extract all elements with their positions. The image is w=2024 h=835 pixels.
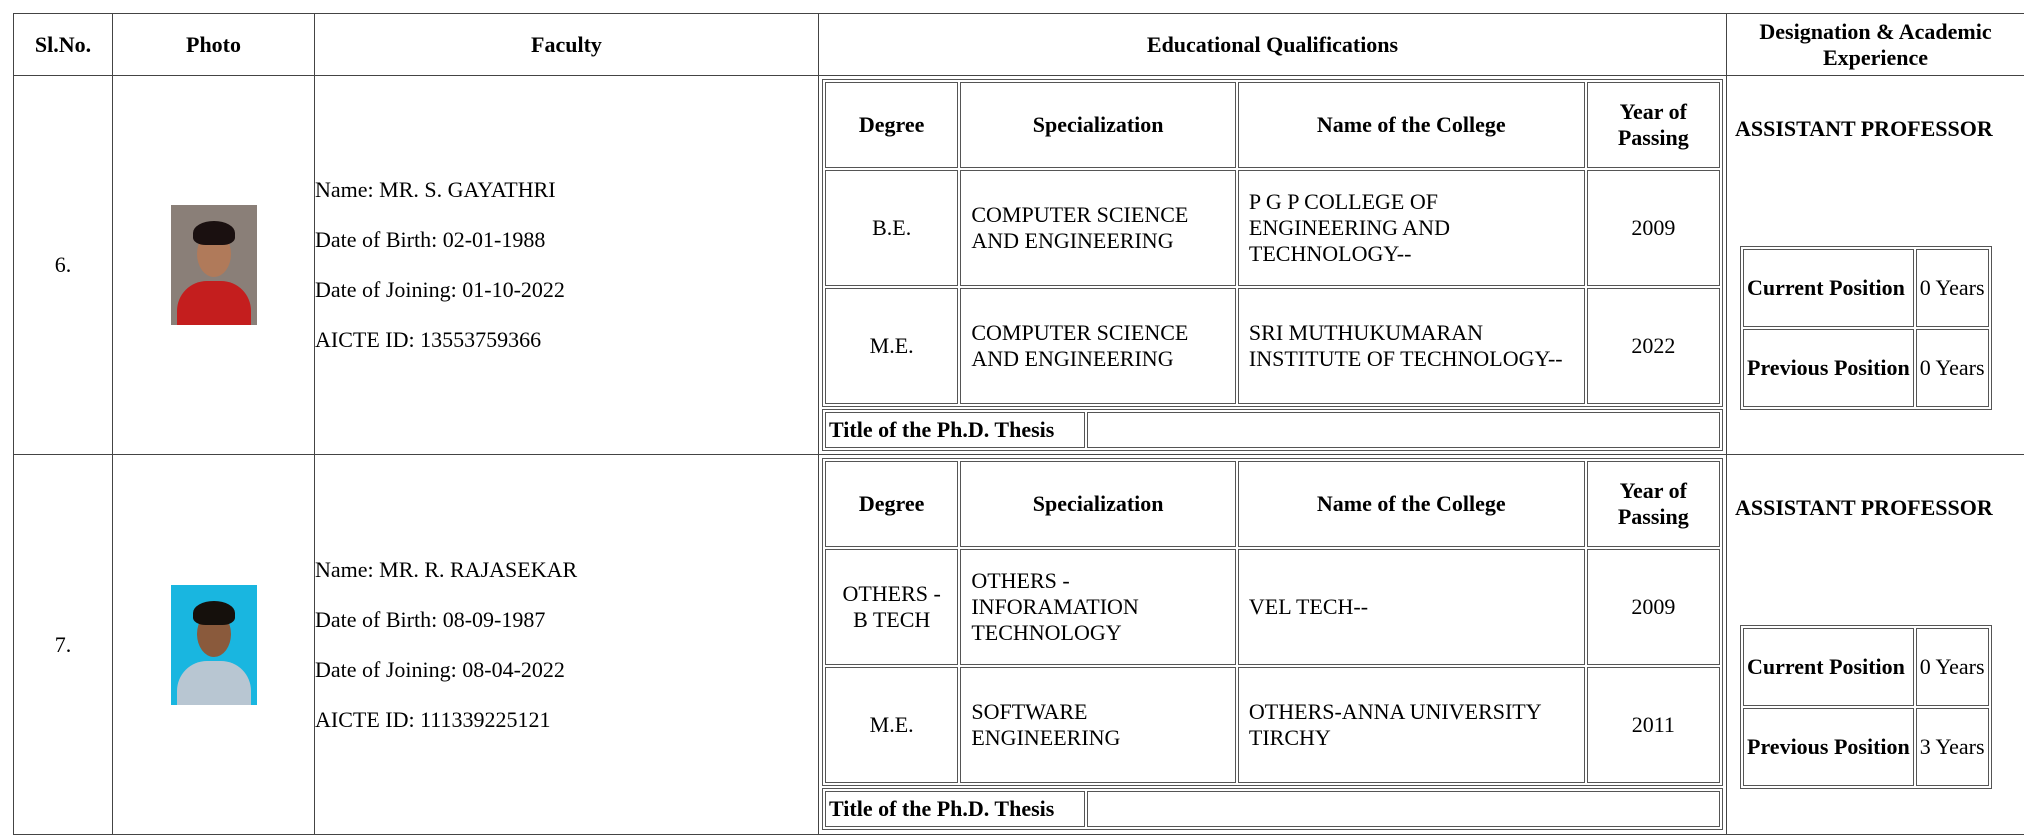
qualification-header: Year of Passing <box>1587 82 1720 168</box>
experience-label: Previous Position <box>1743 329 1914 407</box>
experience-label: Current Position <box>1743 249 1914 327</box>
thesis-row: Title of the Ph.D. Thesis <box>825 412 1720 448</box>
faculty-photo <box>171 585 257 705</box>
qualification-header: Specialization <box>960 461 1236 547</box>
qualification-cell: COMPUTER SCIENCE AND ENGINEERING <box>960 170 1236 286</box>
faculty-row: 6. Name: MR. S. GAYATHRI Date of Birth: 02… <box>14 76 2024 455</box>
photo-hair <box>193 221 235 245</box>
faculty-field: Date of Birth: 08-09-1987 <box>315 607 818 633</box>
experience-value: 3 Years <box>1916 708 1989 786</box>
faculty-field: Date of Birth: 02-01-1988 <box>315 227 818 253</box>
faculty-field: Name: MR. S. GAYATHRI <box>315 177 818 203</box>
experience-label: Previous Position <box>1743 708 1914 786</box>
photo-hair <box>193 601 235 625</box>
experience-value: 0 Years <box>1916 628 1989 706</box>
faculty-field: Date of Joining: 01-10-2022 <box>315 277 818 303</box>
qualification-header: Specialization <box>960 82 1236 168</box>
designation: ASSISTANT PROFESSOR <box>1735 495 2024 521</box>
experience-label: Current Position <box>1743 628 1914 706</box>
qualification-header: Name of the College <box>1238 461 1585 547</box>
faculty-field: AICTE ID: 13553759366 <box>315 327 818 353</box>
qualification-cell: OTHERS - B TECH <box>825 549 958 665</box>
faculty-row: 7. Name: MR. R. RAJASEKAR Date of Birth: 0… <box>14 455 2024 835</box>
table-body: 6. Name: MR. S. GAYATHRI Date of Birth: 02… <box>14 76 2024 835</box>
photo-shirt <box>177 661 251 705</box>
qualification-header: Degree <box>825 82 958 168</box>
qualification-cell: SRI MUTHUKUMARAN INSTITUTE OF TECHNOLOGY… <box>1238 288 1585 404</box>
photo-cell <box>113 455 315 835</box>
faculty-photo <box>171 205 257 325</box>
qualification-cell: 2022 <box>1587 288 1720 404</box>
experience-value: 0 Years <box>1916 329 1989 407</box>
qualification-cell: VEL TECH-- <box>1238 549 1585 665</box>
column-header: Designation & Academic Experience <box>1727 14 2024 76</box>
thesis-label: Title of the Ph.D. Thesis <box>825 412 1085 448</box>
qualification-cell: 2009 <box>1587 170 1720 286</box>
column-header: Educational Qualifications <box>819 14 1727 76</box>
qualification-cell: P G P COLLEGE OF ENGINEERING AND TECHNOL… <box>1238 170 1585 286</box>
experience-value: 0 Years <box>1916 249 1989 327</box>
faculty-field: Date of Joining: 08-04-2022 <box>315 657 818 683</box>
thesis-label: Title of the Ph.D. Thesis <box>825 791 1085 827</box>
faculty-details: Name: MR. S. GAYATHRI Date of Birth: 02-0… <box>315 76 819 455</box>
qualification-cell: SOFTWARE ENGINEERING <box>960 667 1236 783</box>
column-header: Faculty <box>315 14 819 76</box>
designation: ASSISTANT PROFESSOR <box>1735 116 2024 142</box>
photo-cell <box>113 76 315 455</box>
faculty-field: Name: MR. R. RAJASEKAR <box>315 557 818 583</box>
thesis-table: Title of the Ph.D. Thesis <box>822 788 1723 830</box>
serial-number: 7. <box>14 455 113 835</box>
serial-number: 6. <box>14 76 113 455</box>
photo-shirt <box>177 281 251 325</box>
qualification-cell: OTHERS-ANNA UNIVERSITY TIRCHY <box>1238 667 1585 783</box>
qualification-cell: M.E. <box>825 667 958 783</box>
thesis-value <box>1087 412 1720 448</box>
qualification-cell: 2009 <box>1587 549 1720 665</box>
column-header: Sl.No. <box>14 14 113 76</box>
qualification-cell: B.E. <box>825 170 958 286</box>
qualification-header: Name of the College <box>1238 82 1585 168</box>
thesis-table: Title of the Ph.D. Thesis <box>822 409 1723 451</box>
qualification-header: Year of Passing <box>1587 461 1720 547</box>
qualification-cell: OTHERS - INFORAMATION TECHNOLOGY <box>960 549 1236 665</box>
thesis-row: Title of the Ph.D. Thesis <box>825 791 1720 827</box>
qualification-cell: 2011 <box>1587 667 1720 783</box>
qualification-cell: COMPUTER SCIENCE AND ENGINEERING <box>960 288 1236 404</box>
column-header: Photo <box>113 14 315 76</box>
faculty-details: Name: MR. R. RAJASEKAR Date of Birth: 08-… <box>315 455 819 835</box>
faculty-field: AICTE ID: 111339225121 <box>315 707 818 733</box>
qualification-cell: M.E. <box>825 288 958 404</box>
thesis-value <box>1087 791 1720 827</box>
qualification-header: Degree <box>825 461 958 547</box>
